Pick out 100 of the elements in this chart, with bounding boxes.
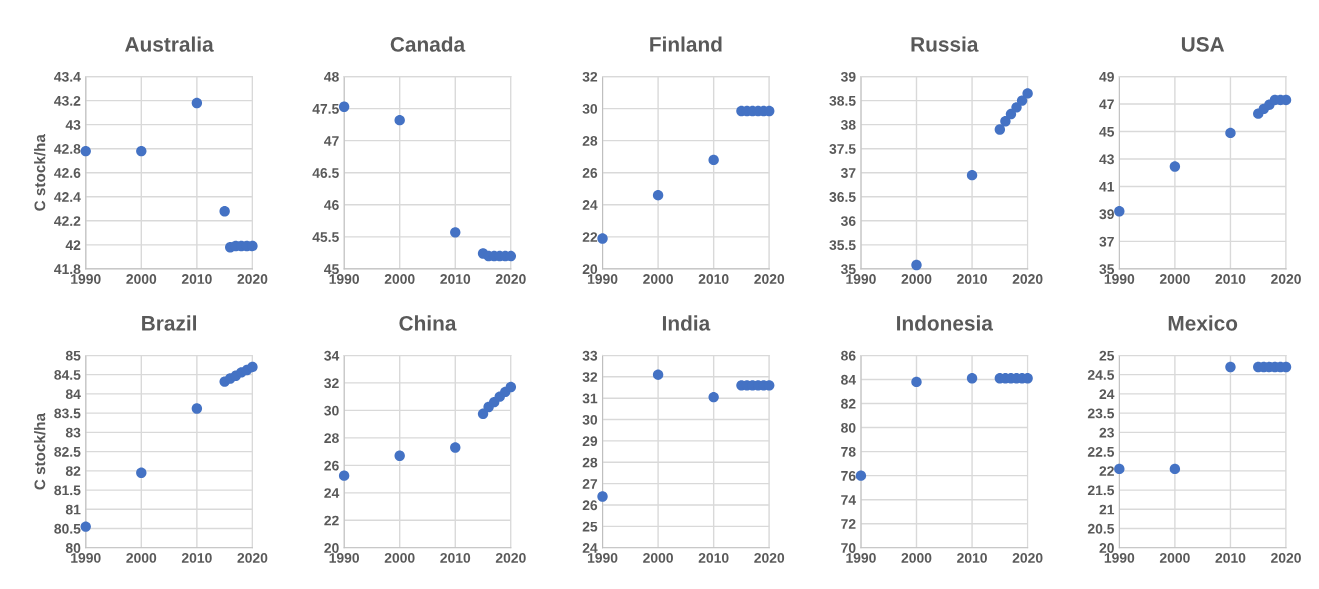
point (708, 154, 719, 166)
chart-title: Mexico (1168, 315, 1238, 331)
x-tick-label: 2010 (440, 274, 471, 284)
point (191, 403, 203, 414)
point (1225, 127, 1236, 139)
y-tick-label: 86 (841, 350, 856, 361)
x-tick-label: 2020 (1271, 553, 1301, 563)
point (450, 442, 461, 453)
y-tick-label: 45 (1099, 127, 1115, 137)
point (1114, 205, 1125, 217)
y-tick-label: 22.5 (1087, 446, 1115, 457)
point (80, 521, 91, 532)
y-tick-label: 30 (324, 405, 339, 416)
y-tick-label: 43.4 (54, 71, 81, 82)
y-tick-label: 80 (65, 543, 81, 553)
point (247, 361, 258, 373)
y-tick-label: 47 (1099, 99, 1114, 110)
y-tick-label: 80.5 (54, 523, 81, 534)
y-tick-label: 26 (324, 460, 339, 471)
y-tick-label: 72 (841, 519, 856, 529)
point (136, 145, 147, 157)
y-tick-label: 42.6 (54, 168, 81, 178)
y-tick-label: 34 (324, 350, 340, 361)
y-tick-label: 42.2 (54, 216, 81, 226)
y-tick-label: 23.5 (1087, 408, 1115, 419)
point (394, 114, 405, 126)
point (219, 205, 230, 217)
y-tick-label: 22 (582, 232, 598, 242)
point (966, 373, 978, 384)
chart-title: China (399, 315, 457, 331)
point (708, 391, 719, 403)
y-tick-label: 39 (840, 71, 856, 82)
y-tick-label: 82.5 (54, 446, 81, 457)
chart-title: Russia (911, 36, 979, 52)
y-tick-label: 21 (1099, 504, 1115, 515)
point (855, 470, 867, 481)
y-tick-label: 22 (1099, 466, 1114, 476)
x-tick-label: 2020 (1012, 553, 1043, 563)
y-tick-label: 22 (324, 515, 339, 526)
y-tick-label: 30 (582, 414, 598, 425)
x-tick-label: 2010 (698, 274, 729, 284)
y-tick-label: 36 (840, 216, 856, 226)
y-tick-label: 24 (582, 543, 598, 553)
y-tick-label: 78 (841, 446, 856, 457)
y-tick-label: 49 (1099, 71, 1114, 82)
point (911, 259, 922, 271)
y-tick-label: 26 (582, 168, 598, 178)
y-tick-label: 30 (582, 103, 598, 114)
y-tick-label: 43.2 (54, 95, 81, 106)
y-tick-label: 43 (1099, 154, 1114, 165)
x-tick-label: 2000 (901, 553, 932, 563)
point (597, 491, 608, 502)
y-tick-label: 81 (65, 504, 81, 515)
y-tick-label: 82 (841, 398, 856, 409)
x-tick-label: 2000 (384, 553, 415, 563)
x-tick-label: 1990 (846, 274, 876, 284)
y-tick-label: 43 (65, 119, 81, 130)
x-tick-label: 2010 (181, 553, 212, 563)
y-tick-label: 24 (582, 200, 598, 210)
point (136, 467, 147, 478)
y-tick-label: 70 (841, 543, 856, 553)
y-tick-label: 83 (65, 427, 81, 438)
x-tick-label: 1990 (1104, 553, 1135, 563)
x-tick-label: 2000 (643, 553, 673, 563)
point (966, 169, 978, 181)
point (652, 189, 664, 201)
x-tick-label: 1990 (71, 553, 101, 563)
point (338, 101, 350, 112)
point (338, 470, 350, 481)
chart-title: Australia (125, 36, 214, 52)
y-tick-label: 20 (324, 543, 339, 553)
y-axis-title: C stock/ha (34, 134, 46, 211)
y-axis-title: C stock/ha (34, 412, 46, 490)
x-tick-label: 2000 (901, 274, 932, 284)
chart-title: Indonesia (897, 315, 994, 331)
x-tick-label: 2020 (237, 553, 268, 563)
x-tick-label: 1990 (587, 553, 618, 563)
x-tick-label: 2010 (440, 553, 471, 563)
y-tick-label: 27 (582, 479, 598, 489)
x-tick-label: 2020 (495, 553, 526, 563)
x-tick-label: 2000 (126, 274, 157, 284)
chart-title: Canada (390, 36, 466, 52)
y-tick-label: 20 (582, 264, 598, 275)
y-tick-label: 37.5 (829, 144, 856, 154)
chart-title: USA (1181, 37, 1225, 52)
y-tick-label: 46.5 (312, 168, 339, 178)
x-tick-label: 2000 (126, 553, 157, 563)
y-tick-label: 32 (324, 378, 339, 389)
y-tick-label: 48 (324, 71, 339, 82)
y-tick-label: 85 (65, 350, 81, 361)
point (1169, 161, 1181, 172)
x-tick-label: 2010 (957, 274, 987, 284)
point (1005, 108, 1017, 120)
point (191, 97, 203, 109)
x-tick-label: 2020 (1271, 274, 1301, 284)
y-tick-label: 29 (582, 436, 598, 447)
chart-title: Finland (650, 36, 722, 52)
y-tick-label: 24 (324, 488, 340, 498)
point (1011, 102, 1022, 113)
y-tick-label: 35 (1099, 264, 1115, 275)
